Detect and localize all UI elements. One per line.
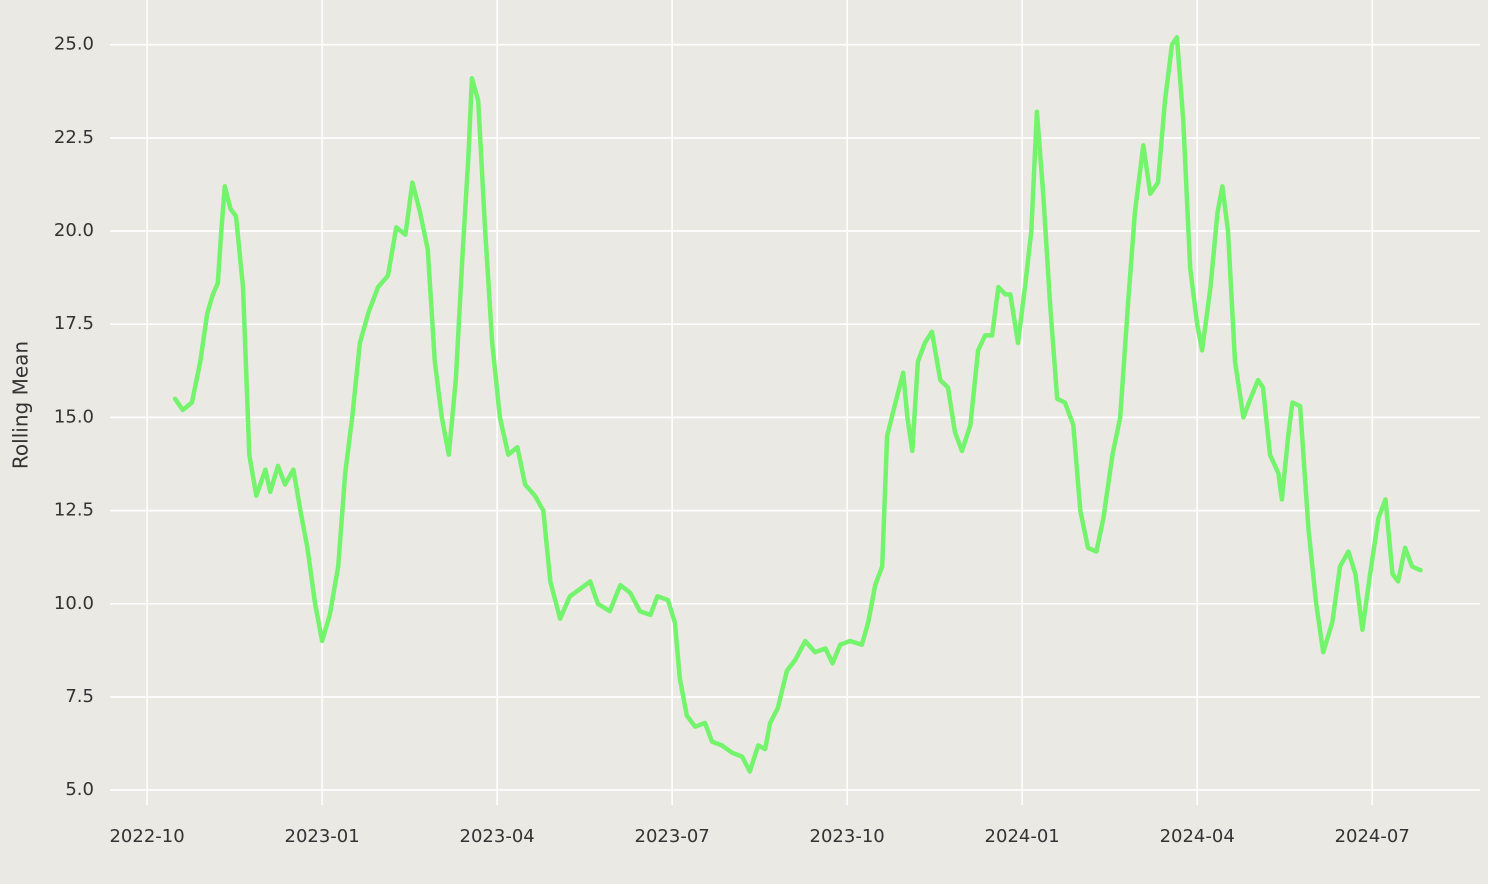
y-tick-label: 25.0: [54, 34, 94, 55]
y-tick-label: 12.5: [54, 500, 94, 521]
y-tick-label: 17.5: [54, 313, 94, 334]
y-tick-label: 20.0: [54, 220, 94, 241]
x-tick-label: 2024-04: [1160, 826, 1235, 847]
x-tick-label: 2023-10: [810, 826, 885, 847]
y-tick-label: 5.0: [65, 779, 94, 800]
y-tick-label: 7.5: [65, 686, 94, 707]
x-tick-label: 2023-04: [460, 826, 535, 847]
x-tick-label: 2023-07: [635, 826, 710, 847]
x-tick-label: 2024-01: [985, 826, 1060, 847]
data-line: [172, 35, 1423, 774]
x-tick-label: 2022-10: [109, 826, 184, 847]
y-tick-label: 22.5: [54, 127, 94, 148]
x-tick-label: 2024-07: [1335, 826, 1410, 847]
y-axis-label: Rolling Mean: [9, 341, 33, 469]
y-tick-label: 15.0: [54, 406, 94, 427]
x-tick-label: 2023-01: [285, 826, 360, 847]
y-tick-label: 10.0: [54, 593, 94, 614]
